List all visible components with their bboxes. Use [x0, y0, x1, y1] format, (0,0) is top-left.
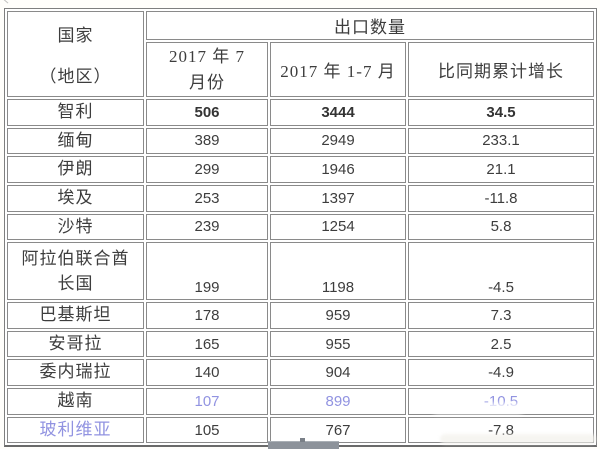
table-row-myanmar: 缅甸 389 2949 233.1: [7, 127, 594, 155]
header-jan-jul: 2017 年 1-7 月: [270, 42, 406, 97]
horizontal-scrollbar-thumb[interactable]: [268, 438, 339, 449]
value-cell: 1198: [270, 242, 406, 301]
value-cell: 5.8: [408, 213, 594, 241]
value-cell: -4.5: [408, 242, 594, 301]
value-cell: 178: [146, 302, 268, 329]
value-cell: 2.5: [408, 330, 594, 358]
country-cell: 巴基斯坦: [7, 302, 144, 329]
header-growth: 比同期累计增长: [408, 42, 594, 97]
country-cell: 阿拉伯联合酋长国: [7, 242, 144, 301]
value-cell: 105: [146, 416, 268, 444]
value-cell: -11.8: [408, 184, 594, 212]
header-july-label: 2017 年 7 月份: [169, 47, 245, 92]
value-cell: 34.5: [408, 99, 594, 126]
value-cell: 899: [270, 388, 406, 415]
value-cell: 2949: [270, 127, 406, 155]
country-cell: 越南: [7, 388, 144, 415]
header-row-sub: 2017 年 7 月份 2017 年 1-7 月 比同期累计增长: [7, 42, 594, 97]
corner-artifact: [1, 0, 9, 4]
value-cell: 1254: [270, 213, 406, 241]
table-row-bolivia: 玻利维亚 105 767 -7.8: [7, 416, 594, 444]
export-data-table: 国家 （地区） 出口数量 2017 年 7 月份 2017 年 1-7 月 比同…: [4, 8, 597, 448]
value-cell: -7.8: [408, 416, 594, 444]
value-cell: 140: [146, 359, 268, 387]
value-cell: 299: [146, 156, 268, 183]
table-row-iran: 伊朗 299 1946 21.1: [7, 156, 594, 183]
country-cell: 沙特: [7, 213, 144, 241]
header-country: 国家 （地区）: [7, 11, 144, 97]
table-row-vietnam: 越南 107 899 -10.5: [7, 388, 594, 415]
value-cell: 7.3: [408, 302, 594, 329]
value-cell: -4.9: [408, 359, 594, 387]
country-cell: 伊朗: [7, 156, 144, 183]
value-cell: 1946: [270, 156, 406, 183]
table-row-pakistan: 巴基斯坦 178 959 7.3: [7, 302, 594, 329]
value-cell: 389: [146, 127, 268, 155]
header-country-line1: 国家: [57, 26, 94, 45]
table-row-chile: 智利 506 3444 34.5: [7, 99, 594, 126]
header-country-stack: 国家 （地区）: [9, 12, 142, 96]
header-country-line2: （地区）: [39, 67, 112, 86]
country-cell: 玻利维亚: [7, 416, 144, 444]
value-cell: 107: [146, 388, 268, 415]
table-row-saudi: 沙特 239 1254 5.8: [7, 213, 594, 241]
table-row-venezuela: 委内瑞拉 140 904 -4.9: [7, 359, 594, 387]
value-cell: -10.5: [408, 388, 594, 415]
value-cell: 253: [146, 184, 268, 212]
country-cell: 埃及: [7, 184, 144, 212]
value-cell: 165: [146, 330, 268, 358]
value-cell: 904: [270, 359, 406, 387]
value-cell: 955: [270, 330, 406, 358]
value-cell: 767: [270, 416, 406, 444]
table-row-uae: 阿拉伯联合酋长国 199 1198 -4.5: [7, 242, 594, 301]
country-cell: 智利: [7, 99, 144, 126]
scrollbar-notch: [300, 438, 305, 442]
header-row-top: 国家 （地区） 出口数量: [7, 11, 594, 97]
table-row-angola: 安哥拉 165 955 2.5: [7, 330, 594, 358]
country-cell: 缅甸: [7, 127, 144, 155]
table-row-egypt: 埃及 253 1397 -11.8: [7, 184, 594, 212]
value-cell: 21.1: [408, 156, 594, 183]
value-cell: 3444: [270, 99, 406, 126]
value-cell: 233.1: [408, 127, 594, 155]
value-cell: 199: [146, 242, 268, 301]
country-cell: 委内瑞拉: [7, 359, 144, 387]
value-cell: 239: [146, 213, 268, 241]
value-cell: 506: [146, 99, 268, 126]
country-cell: 安哥拉: [7, 330, 144, 358]
value-cell: 959: [270, 302, 406, 329]
value-cell: 1397: [270, 184, 406, 212]
header-july: 2017 年 7 月份: [146, 42, 268, 97]
header-export-qty: 出口数量: [146, 11, 594, 40]
